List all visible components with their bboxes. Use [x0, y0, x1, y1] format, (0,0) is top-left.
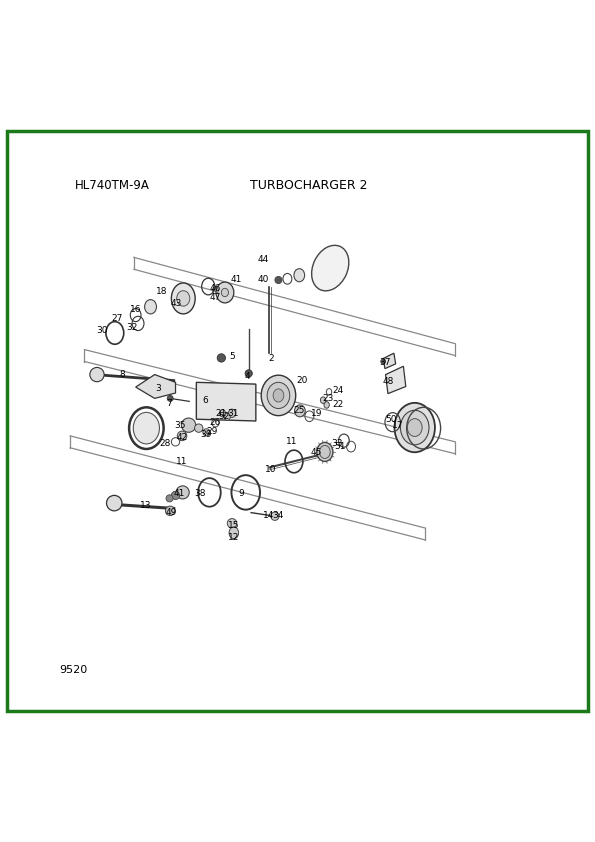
Text: 22: 22: [333, 401, 343, 409]
Text: 35: 35: [174, 421, 186, 430]
Text: 11: 11: [286, 437, 298, 446]
Ellipse shape: [216, 282, 234, 303]
Text: 2: 2: [268, 354, 274, 363]
Ellipse shape: [133, 413, 159, 444]
Circle shape: [227, 519, 237, 528]
Ellipse shape: [321, 397, 326, 403]
Text: 44: 44: [258, 254, 268, 264]
Text: 17: 17: [392, 421, 403, 430]
Text: 24: 24: [333, 386, 343, 395]
Circle shape: [245, 370, 252, 377]
Text: 28: 28: [159, 440, 171, 448]
Text: 6: 6: [202, 396, 208, 405]
Ellipse shape: [145, 300, 156, 314]
Text: 27: 27: [111, 314, 123, 323]
Ellipse shape: [221, 288, 228, 296]
Circle shape: [217, 354, 226, 362]
Polygon shape: [136, 375, 176, 398]
Circle shape: [171, 491, 180, 499]
Ellipse shape: [229, 527, 239, 539]
Text: 25: 25: [293, 407, 305, 415]
Ellipse shape: [407, 418, 422, 436]
Ellipse shape: [224, 413, 230, 420]
Ellipse shape: [177, 290, 190, 306]
Circle shape: [176, 486, 189, 499]
Text: 9: 9: [238, 489, 244, 498]
Text: 45: 45: [311, 448, 322, 457]
Ellipse shape: [228, 409, 236, 418]
Text: 14: 14: [263, 510, 275, 520]
Text: 34: 34: [272, 510, 284, 520]
Polygon shape: [386, 366, 406, 393]
Text: 16: 16: [130, 305, 142, 313]
Ellipse shape: [312, 245, 349, 290]
Text: 29: 29: [206, 427, 218, 436]
Text: 9520: 9520: [60, 664, 87, 674]
Ellipse shape: [220, 410, 226, 417]
Ellipse shape: [324, 402, 330, 408]
Text: 11: 11: [176, 457, 187, 466]
Circle shape: [275, 276, 282, 284]
Circle shape: [381, 360, 386, 364]
Text: 41: 41: [230, 275, 242, 285]
Ellipse shape: [171, 283, 195, 314]
Text: 52: 52: [218, 413, 230, 421]
Polygon shape: [383, 353, 396, 369]
Circle shape: [165, 506, 175, 515]
Text: 33: 33: [331, 440, 343, 448]
Text: 43: 43: [171, 299, 183, 307]
Text: 42: 42: [177, 433, 188, 442]
Text: 23: 23: [322, 395, 334, 403]
Text: 18: 18: [156, 287, 168, 296]
Ellipse shape: [273, 389, 284, 402]
Text: 8: 8: [119, 370, 125, 379]
Ellipse shape: [295, 405, 305, 417]
Text: 26: 26: [209, 418, 221, 427]
Polygon shape: [196, 382, 256, 421]
Circle shape: [90, 367, 104, 381]
Circle shape: [167, 396, 173, 402]
Text: 12: 12: [228, 532, 240, 541]
Circle shape: [181, 418, 196, 432]
Text: TURBOCHARGER 2: TURBOCHARGER 2: [250, 179, 367, 193]
Circle shape: [203, 429, 210, 436]
Text: 38: 38: [195, 489, 206, 498]
Text: 30: 30: [96, 326, 108, 335]
Text: HL740TM-9A: HL740TM-9A: [74, 179, 149, 193]
Circle shape: [271, 512, 279, 520]
Text: 32: 32: [126, 323, 138, 332]
Text: 19: 19: [311, 409, 322, 418]
Text: 4: 4: [244, 372, 250, 381]
Text: 41: 41: [174, 489, 186, 498]
Text: 15: 15: [228, 520, 240, 530]
Text: 49: 49: [165, 508, 177, 516]
Ellipse shape: [267, 382, 290, 408]
Text: 10: 10: [265, 466, 277, 474]
Circle shape: [107, 495, 122, 511]
Circle shape: [177, 431, 187, 440]
Text: 3: 3: [155, 384, 161, 392]
Text: 39: 39: [201, 429, 212, 439]
Circle shape: [166, 495, 173, 502]
Text: 40: 40: [257, 275, 269, 285]
Text: 37: 37: [379, 358, 391, 367]
Text: 5: 5: [229, 352, 235, 361]
Text: 46: 46: [209, 285, 221, 293]
Text: 31: 31: [227, 409, 239, 418]
Text: 47: 47: [209, 293, 221, 302]
Text: 7: 7: [167, 398, 173, 408]
Ellipse shape: [317, 442, 333, 461]
Ellipse shape: [394, 402, 435, 452]
Ellipse shape: [320, 445, 330, 459]
Ellipse shape: [261, 376, 296, 416]
Text: 13: 13: [140, 501, 152, 510]
Text: 50: 50: [385, 415, 397, 424]
Ellipse shape: [294, 269, 305, 282]
Text: 20: 20: [296, 376, 308, 385]
Text: 51: 51: [334, 442, 346, 451]
Text: 48: 48: [382, 376, 394, 386]
Circle shape: [195, 424, 203, 432]
Text: 21: 21: [215, 409, 227, 418]
Ellipse shape: [400, 410, 429, 445]
